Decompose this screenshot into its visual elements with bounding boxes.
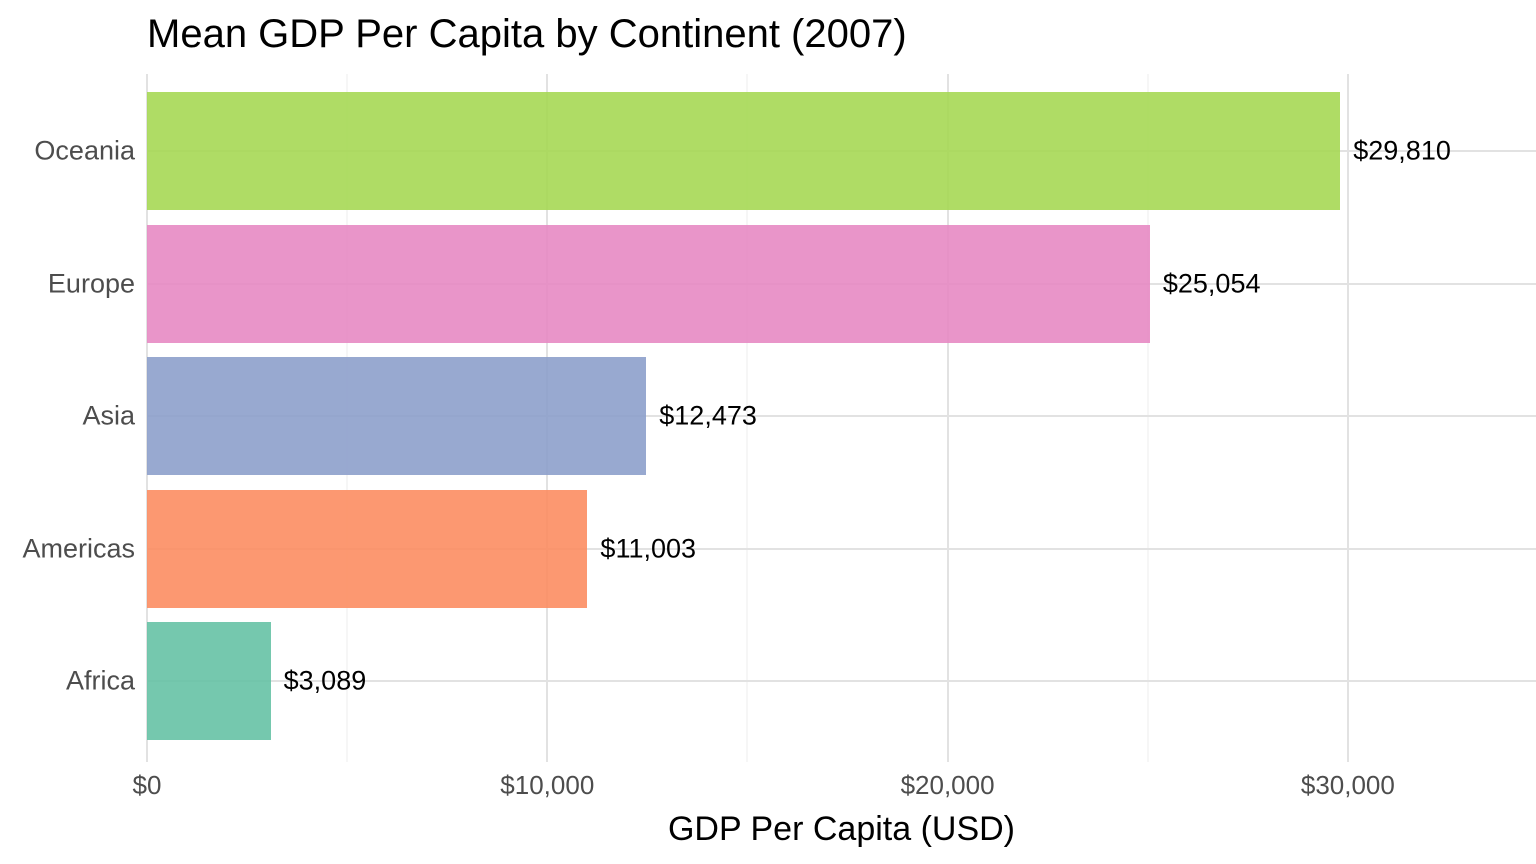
x-gridline-minor	[1147, 74, 1149, 762]
y-gridline-major	[147, 547, 1536, 550]
y-axis-label: Oceania	[34, 135, 135, 166]
x-gridline-major	[1346, 74, 1349, 762]
y-gridline-major	[147, 680, 1536, 682]
bar-asia	[147, 357, 647, 475]
y-axis-label: Africa	[65, 665, 135, 696]
y-axis-label: Asia	[82, 400, 135, 431]
x-axis-title: GDP Per Capita (USD)	[667, 810, 1016, 848]
bar-africa	[147, 622, 271, 740]
y-axis-label: Americas	[22, 533, 135, 563]
bar-americas	[147, 489, 588, 608]
bar-europe	[147, 224, 1150, 343]
x-gridline-major	[946, 74, 949, 762]
y-axis-label: Europe	[47, 268, 135, 298]
chart-title: Mean GDP Per Capita by Continent (2007)	[147, 12, 907, 56]
x-tick-label: $10,000	[500, 770, 595, 800]
bar-value-label: $29,810	[1353, 135, 1451, 166]
x-tick-label: $0	[132, 770, 162, 800]
bar-value-label: $25,054	[1162, 268, 1261, 298]
y-gridline-major	[147, 415, 1536, 417]
bar-oceania	[147, 92, 1341, 210]
plot-area: $29,810 $25,054 $12,473 $11,003 $3,089	[146, 74, 1536, 762]
bar-value-label: $3,089	[283, 665, 367, 696]
bar-value-label: $11,003	[600, 533, 697, 563]
bar-value-label: $12,473	[659, 400, 757, 431]
x-axis-ticks: $0 $10,000 $20,000 $30,000	[133, 770, 1536, 804]
y-axis-labels: Oceania Europe Asia Americas Africa	[0, 74, 135, 762]
x-tick-label: $30,000	[1300, 770, 1395, 800]
x-gridline-minor	[746, 74, 748, 762]
x-tick-label: $20,000	[900, 770, 995, 800]
